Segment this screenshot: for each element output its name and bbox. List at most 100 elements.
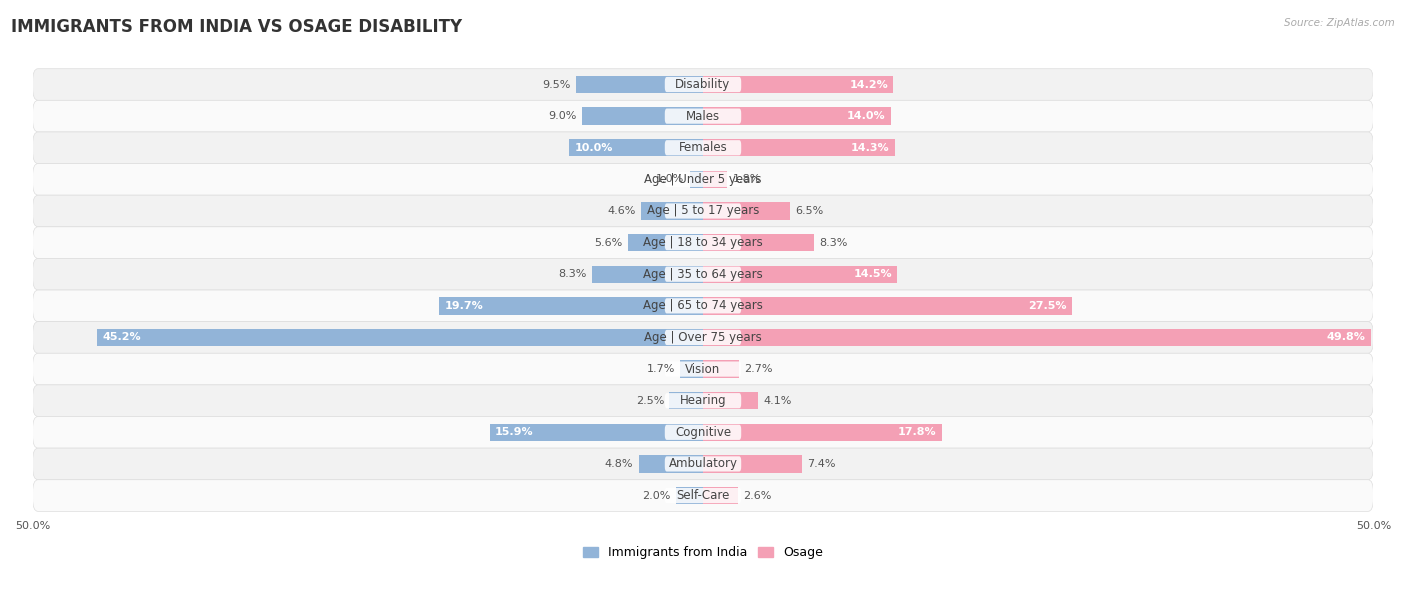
Bar (681, 360, 703, 378)
FancyBboxPatch shape (665, 425, 741, 440)
Bar (669, 392, 703, 409)
FancyBboxPatch shape (32, 227, 1374, 258)
Bar (676, 487, 703, 504)
Text: IMMIGRANTS FROM INDIA VS OSAGE DISABILITY: IMMIGRANTS FROM INDIA VS OSAGE DISABILIT… (11, 18, 463, 36)
Bar (703, 203, 790, 220)
Bar (703, 266, 897, 283)
Text: 14.0%: 14.0% (846, 111, 886, 121)
Bar (582, 108, 703, 125)
FancyBboxPatch shape (665, 77, 741, 92)
Bar (641, 203, 703, 220)
FancyBboxPatch shape (32, 448, 1374, 480)
Bar (628, 234, 703, 252)
Text: 2.5%: 2.5% (636, 396, 664, 406)
Text: 4.1%: 4.1% (763, 396, 792, 406)
Text: 2.6%: 2.6% (744, 491, 772, 501)
Text: 10.0%: 10.0% (574, 143, 613, 153)
Text: Disability: Disability (675, 78, 731, 91)
Bar (638, 455, 703, 472)
FancyBboxPatch shape (665, 267, 741, 282)
Text: 27.5%: 27.5% (1028, 301, 1066, 311)
Text: 14.3%: 14.3% (851, 143, 890, 153)
FancyBboxPatch shape (665, 235, 741, 250)
FancyBboxPatch shape (665, 203, 741, 218)
Bar (592, 266, 703, 283)
Bar (703, 487, 738, 504)
Bar (703, 424, 942, 441)
Text: 8.3%: 8.3% (558, 269, 586, 279)
Text: 17.8%: 17.8% (897, 427, 936, 438)
FancyBboxPatch shape (32, 195, 1374, 227)
Text: Age | Under 5 years: Age | Under 5 years (644, 173, 762, 186)
FancyBboxPatch shape (665, 488, 741, 503)
Text: 4.6%: 4.6% (607, 206, 636, 216)
Text: Cognitive: Cognitive (675, 426, 731, 439)
Text: Age | 5 to 17 years: Age | 5 to 17 years (647, 204, 759, 217)
Text: 45.2%: 45.2% (103, 332, 141, 343)
Text: Hearing: Hearing (679, 394, 727, 407)
Text: 19.7%: 19.7% (444, 301, 484, 311)
FancyBboxPatch shape (665, 330, 741, 345)
FancyBboxPatch shape (665, 298, 741, 313)
Bar (703, 108, 891, 125)
Text: 2.0%: 2.0% (643, 491, 671, 501)
Text: Ambulatory: Ambulatory (668, 457, 738, 471)
Text: 9.5%: 9.5% (541, 80, 571, 89)
Bar (703, 329, 1371, 346)
Text: 15.9%: 15.9% (495, 427, 534, 438)
Bar (575, 76, 703, 93)
Bar (97, 329, 703, 346)
Text: Source: ZipAtlas.com: Source: ZipAtlas.com (1284, 18, 1395, 28)
FancyBboxPatch shape (32, 258, 1374, 290)
Bar (689, 171, 703, 188)
Text: Self-Care: Self-Care (676, 489, 730, 502)
Text: 14.2%: 14.2% (849, 80, 889, 89)
Bar (703, 455, 803, 472)
FancyBboxPatch shape (665, 172, 741, 187)
Bar (703, 139, 894, 157)
Text: 7.4%: 7.4% (807, 459, 837, 469)
Text: 8.3%: 8.3% (820, 237, 848, 248)
Text: 6.5%: 6.5% (796, 206, 824, 216)
FancyBboxPatch shape (665, 140, 741, 155)
FancyBboxPatch shape (32, 163, 1374, 195)
Text: Age | 65 to 74 years: Age | 65 to 74 years (643, 299, 763, 312)
Text: Males: Males (686, 110, 720, 122)
FancyBboxPatch shape (32, 100, 1374, 132)
Text: 49.8%: 49.8% (1326, 332, 1365, 343)
Text: Females: Females (679, 141, 727, 154)
FancyBboxPatch shape (32, 322, 1374, 353)
FancyBboxPatch shape (32, 353, 1374, 385)
Text: 2.7%: 2.7% (745, 364, 773, 374)
FancyBboxPatch shape (32, 417, 1374, 448)
Text: Vision: Vision (685, 362, 721, 376)
Bar (703, 297, 1071, 315)
FancyBboxPatch shape (665, 457, 741, 471)
Bar (703, 234, 814, 252)
Bar (439, 297, 703, 315)
Text: Age | Over 75 years: Age | Over 75 years (644, 331, 762, 344)
Bar (703, 76, 893, 93)
Legend: Immigrants from India, Osage: Immigrants from India, Osage (578, 541, 828, 564)
FancyBboxPatch shape (32, 69, 1374, 100)
FancyBboxPatch shape (32, 480, 1374, 512)
Text: 14.5%: 14.5% (853, 269, 891, 279)
Bar (703, 360, 740, 378)
Bar (569, 139, 703, 157)
Text: 1.7%: 1.7% (647, 364, 675, 374)
FancyBboxPatch shape (665, 393, 741, 408)
Bar (489, 424, 703, 441)
FancyBboxPatch shape (665, 108, 741, 124)
Text: 1.0%: 1.0% (657, 174, 685, 184)
FancyBboxPatch shape (32, 385, 1374, 417)
Bar (703, 171, 727, 188)
Text: 9.0%: 9.0% (548, 111, 576, 121)
Text: 4.8%: 4.8% (605, 459, 633, 469)
FancyBboxPatch shape (32, 132, 1374, 163)
FancyBboxPatch shape (665, 362, 741, 376)
Text: 1.8%: 1.8% (733, 174, 761, 184)
Text: Age | 35 to 64 years: Age | 35 to 64 years (643, 267, 763, 281)
Bar (703, 392, 758, 409)
Text: 5.6%: 5.6% (595, 237, 623, 248)
FancyBboxPatch shape (32, 290, 1374, 322)
